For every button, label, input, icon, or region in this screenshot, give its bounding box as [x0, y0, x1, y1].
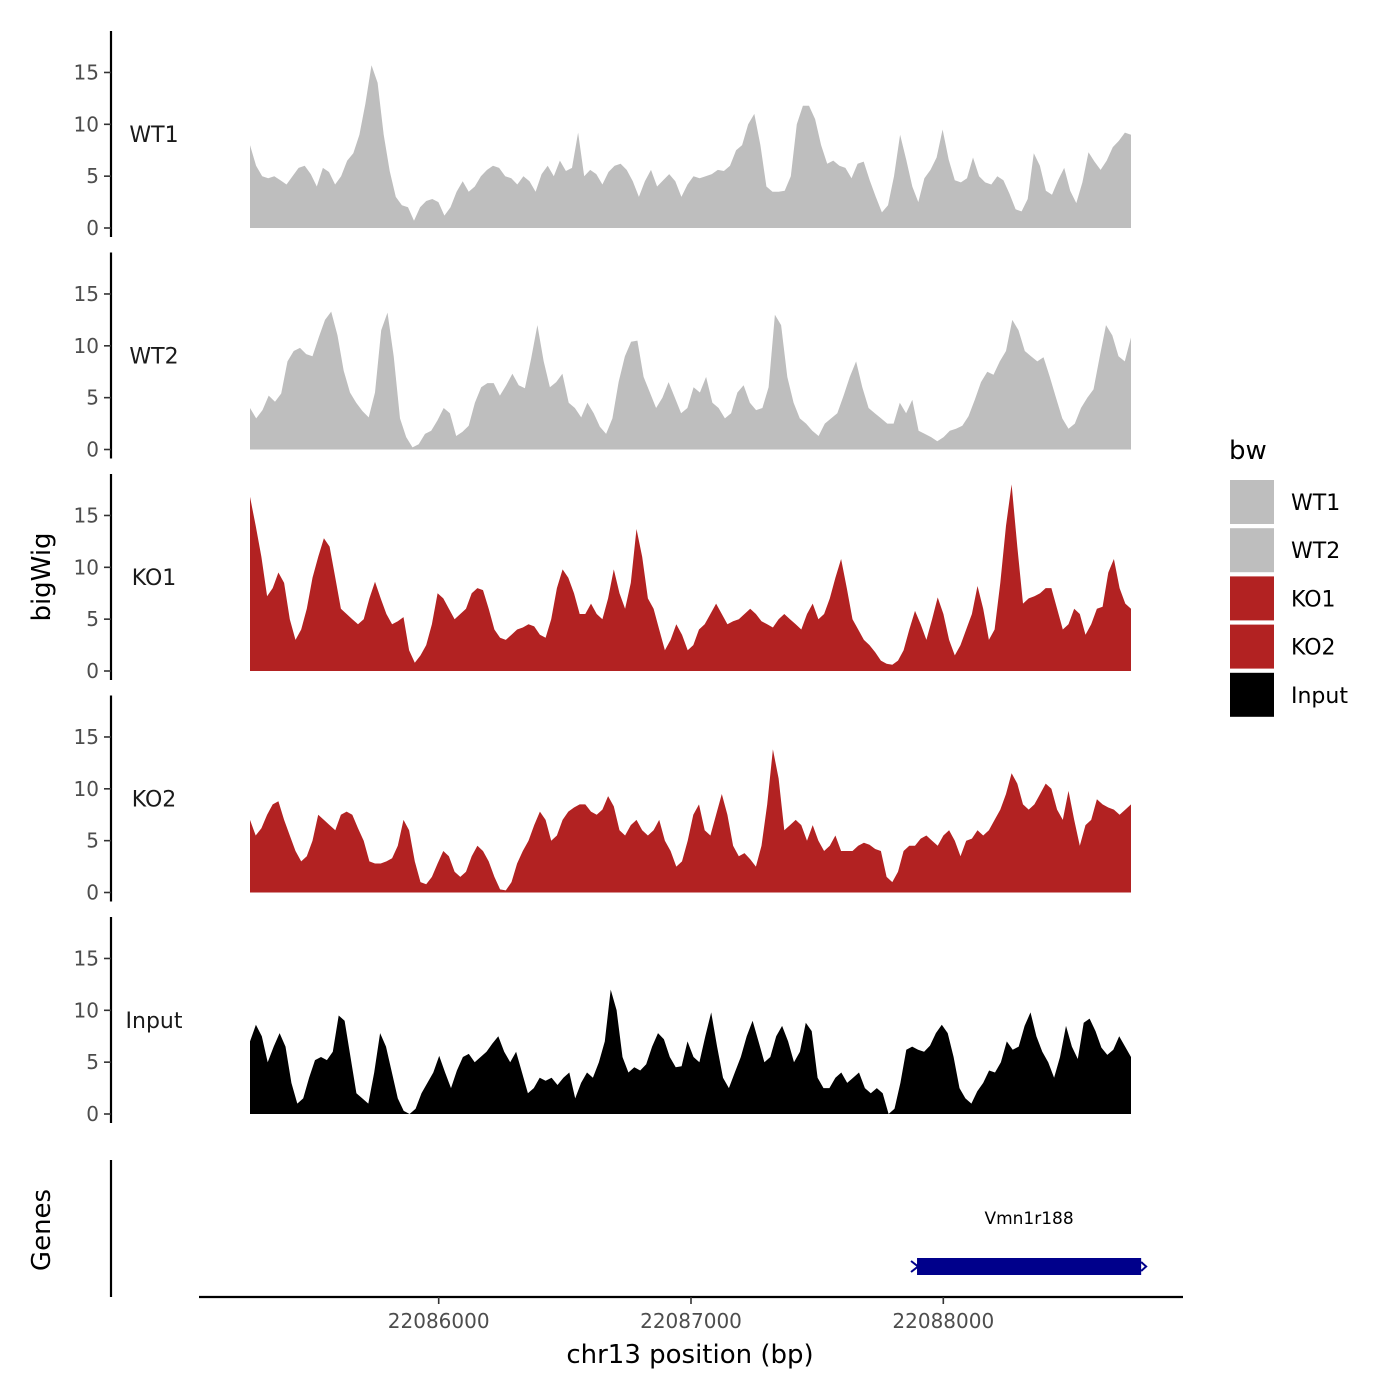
- track-label: KO2: [132, 788, 177, 813]
- legend-swatch: [1230, 528, 1274, 573]
- legend-label: WT1: [1291, 491, 1340, 516]
- y-tick-label: 15: [74, 946, 99, 970]
- y-tick-label: 10: [74, 334, 99, 358]
- legend-label: KO2: [1291, 636, 1336, 661]
- y-tick-label: 10: [74, 777, 99, 801]
- legend-swatch: [1230, 672, 1274, 717]
- y-tick-label: 0: [86, 216, 99, 240]
- legend-item-wt2: WT2: [1230, 528, 1340, 573]
- legend-item-input: Input: [1230, 672, 1348, 717]
- genes-axis-title: Genes: [27, 1189, 57, 1271]
- legend-swatch: [1230, 480, 1274, 524]
- gene-strand-marker: [1140, 1261, 1148, 1272]
- signal-area-wt2: [250, 311, 1131, 450]
- y-tick-label: 0: [86, 1102, 99, 1126]
- x-axis: 22086000 22087000 22088000: [199, 1295, 1183, 1333]
- x-axis-title: chr13 position (bp): [566, 1340, 813, 1370]
- y-tick-label: 5: [86, 386, 99, 410]
- track-label: KO1: [132, 566, 177, 591]
- legend-label: WT2: [1291, 539, 1340, 564]
- y-axis-title: bigWig: [27, 532, 57, 621]
- y-tick-label: 5: [86, 607, 99, 631]
- y-tick-label: 10: [74, 112, 99, 136]
- y-tick-label: 15: [74, 725, 99, 749]
- legend-item-wt1: WT1: [1230, 480, 1340, 524]
- y-tick-label: 15: [74, 282, 99, 306]
- y-tick-label: 10: [74, 998, 99, 1022]
- track-label: WT1: [129, 123, 178, 148]
- y-tick-label: 10: [74, 555, 99, 579]
- signal-area-input: [250, 989, 1131, 1114]
- legend-item-ko1: KO1: [1230, 576, 1336, 621]
- y-tick-label: 0: [86, 438, 99, 462]
- gene-vmn1r188: Vmn1r188: [910, 1209, 1148, 1275]
- x-tick-label: 22088000: [892, 1309, 994, 1333]
- gene-body: [917, 1258, 1142, 1275]
- gene-panel: Vmn1r188: [109, 1160, 1148, 1297]
- y-tick-label: 15: [74, 60, 99, 84]
- x-tick-label: 22086000: [388, 1309, 490, 1333]
- y-tick-label: 0: [86, 881, 99, 905]
- legend-swatch: [1230, 576, 1274, 621]
- legend-label: Input: [1291, 684, 1348, 709]
- track-input: 0 5 10 15 Input: [74, 917, 1131, 1126]
- legend: bw WT1 WT2 KO1 KO2 Input: [1229, 436, 1348, 717]
- gene-label: Vmn1r188: [984, 1209, 1073, 1229]
- track-wt1: 0 5 10 15 WT1: [74, 31, 1131, 240]
- y-tick-label: 0: [86, 659, 99, 683]
- y-tick-label: 5: [86, 1050, 99, 1074]
- gene-strand-marker: [910, 1260, 920, 1273]
- y-tick-label: 5: [86, 829, 99, 853]
- y-tick-label: 15: [74, 503, 99, 527]
- legend-title: bw: [1229, 436, 1267, 466]
- signal-area-wt1: [250, 65, 1131, 228]
- track-label: Input: [126, 1009, 183, 1034]
- legend-item-ko2: KO2: [1230, 624, 1336, 669]
- signal-area-ko1: [250, 484, 1131, 671]
- y-tick-label: 5: [86, 164, 99, 188]
- x-tick-label: 22087000: [640, 1309, 742, 1333]
- track-wt2: 0 5 10 15 WT2: [74, 252, 1131, 462]
- legend-label: KO1: [1291, 587, 1336, 612]
- track-label: WT2: [129, 345, 178, 370]
- track-ko2: 0 5 10 15 KO2: [74, 695, 1131, 905]
- legend-swatch: [1230, 624, 1274, 669]
- signal-area-ko2: [250, 749, 1131, 893]
- signal-tracks: 0 5 10 15 WT1 0 5 10 15 WT2 0 5 10 15 KO1 0 5 10 15 KO2 0 5 10…: [74, 31, 1131, 1126]
- track-ko1: 0 5 10 15 KO1: [74, 474, 1131, 683]
